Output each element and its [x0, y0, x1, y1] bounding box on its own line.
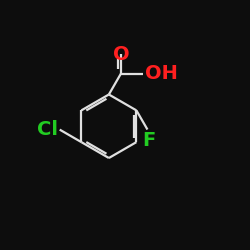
Text: F: F — [142, 132, 155, 150]
Text: O: O — [112, 45, 129, 64]
Text: Cl: Cl — [37, 120, 58, 139]
Text: OH: OH — [144, 64, 178, 83]
